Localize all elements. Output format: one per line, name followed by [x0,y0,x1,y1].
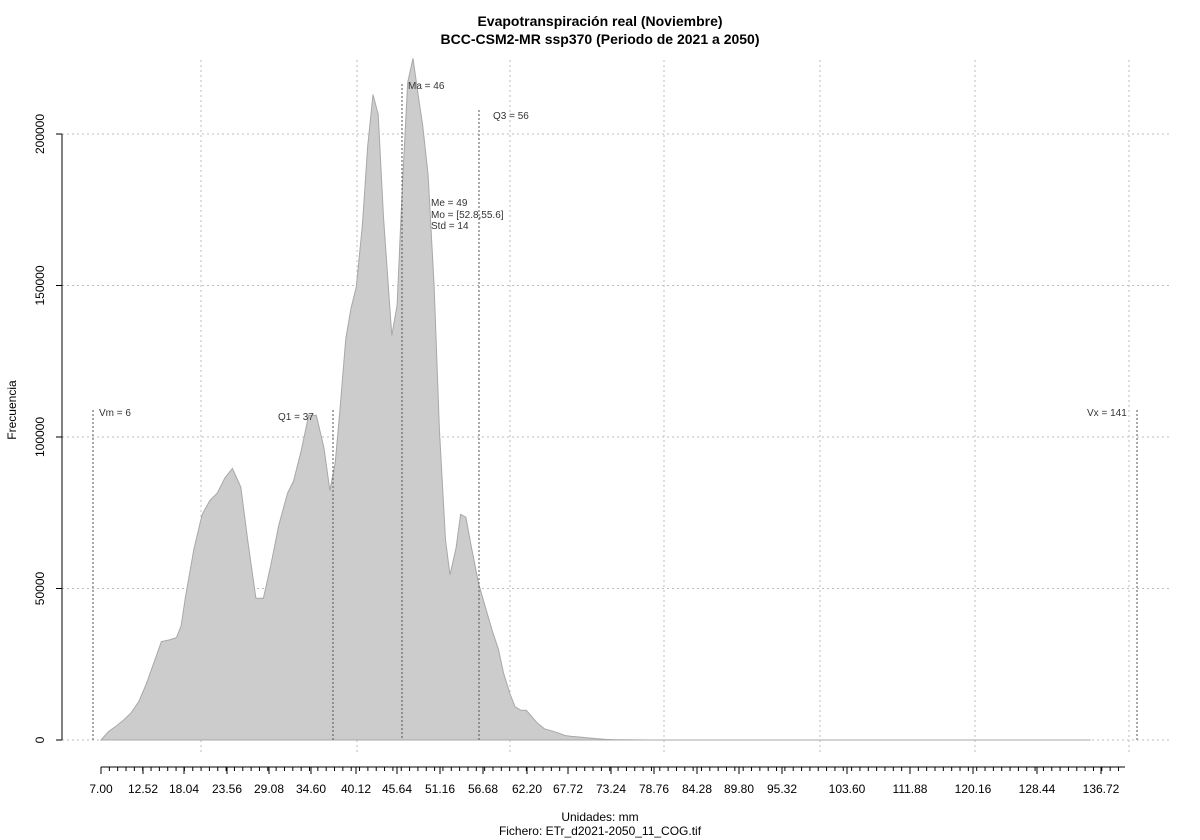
x-tick-label: 89.80 [724,782,754,796]
x-tick-label: 29.08 [254,782,284,796]
x-tick-label: 56.68 [468,782,498,796]
annotation-lines [92,84,1138,740]
x-tick-label: 7.00 [89,782,113,796]
y-tick-label: 150000 [33,265,47,305]
y-tick-label: 0 [33,736,47,743]
annotation-label: Vm = 6 [99,408,131,419]
annotation-labels: Vm = 6 Q1 = 37 Ma = 46 Q3 = 56 Vx = 141 Me = … [99,81,1127,423]
x-tick-label: 40.12 [341,782,371,796]
file-caption: Fichero: ETr_d2021-2050_11_COG.tif [498,824,702,838]
x-axis-label: Unidades: mm [561,810,639,824]
x-tick-label: 34.60 [296,782,326,796]
annotation-label: Vx = 141 [1087,408,1127,419]
annotation-label: Ma = 46 [408,81,445,92]
x-tick-label: 84.28 [682,782,712,796]
x-tick-label: 78.76 [639,782,669,796]
frequency-area [99,58,1091,741]
stats-label: Std = 14 [431,221,469,232]
x-tick-label: 95.32 [767,782,797,796]
x-tick-label: 45.64 [382,782,412,796]
x-tick-label: 12.52 [128,782,158,796]
x-tick-label: 120.16 [955,782,992,796]
stats-label: Mo = [52.8,55.6] [431,210,504,221]
y-tick-label: 100000 [33,417,47,457]
x-tick-label: 23.56 [212,782,242,796]
y-tick-label: 50000 [33,571,47,605]
annotation-label: Q3 = 56 [493,111,529,122]
x-tick-label: 18.04 [169,782,199,796]
x-tick-label: 128.44 [1019,782,1056,796]
x-tick-label: 62.20 [512,782,542,796]
x-tick-label: 73.24 [596,782,626,796]
x-tick-label: 103.60 [829,782,866,796]
stats-label: Me = 49 [431,198,468,209]
x-tick-label: 51.16 [425,782,455,796]
x-tick-label: 136.72 [1083,782,1120,796]
chart-title: Evapotranspiración real (Noviembre) [477,13,723,29]
annotation-label: Q1 = 37 [278,412,314,423]
x-tick-label: 67.72 [553,782,583,796]
y-tick-label: 200000 [33,114,47,154]
chart-subtitle: BCC-CSM2-MR ssp370 (Periodo de 2021 a 20… [440,31,760,47]
y-axis: 0 50000 100000 150000 200000 [33,114,63,743]
x-axis: 7.00 12.52 18.04 23.56 29.08 34.60 40.12 45.64 5… [89,766,1125,796]
x-tick-label: 111.88 [893,782,928,796]
